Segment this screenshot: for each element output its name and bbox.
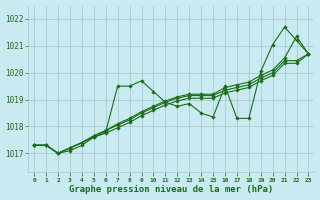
X-axis label: Graphe pression niveau de la mer (hPa): Graphe pression niveau de la mer (hPa) (69, 185, 274, 194)
